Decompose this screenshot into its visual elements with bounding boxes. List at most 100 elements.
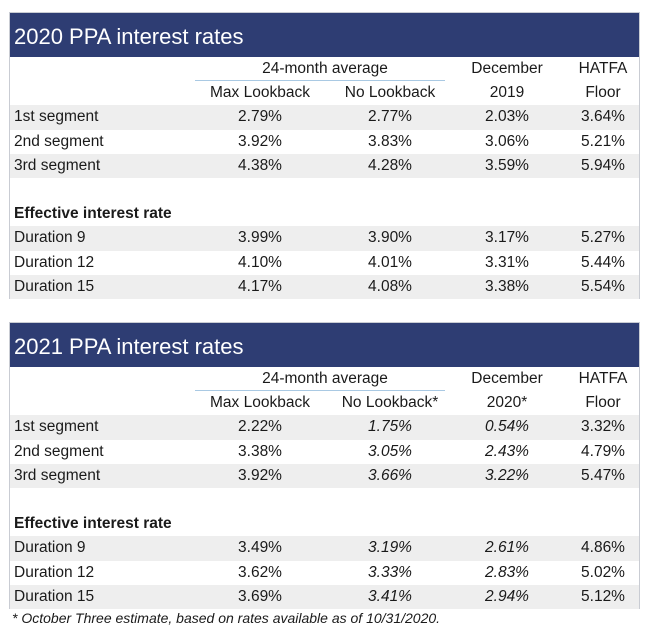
header-december: December <box>471 60 543 77</box>
cell-hatfa-floor: 5.27% <box>581 229 625 247</box>
table-row: 3rd segment 3.92% 3.66% 3.22% 5.47% <box>10 463 639 488</box>
header-24-month-average: 24-month average <box>262 370 388 387</box>
cell-no-lookback: 3.41% <box>368 587 412 605</box>
table-title: 2021 PPA interest rates <box>10 323 639 367</box>
cell-max-lookback: 2.79% <box>238 108 282 126</box>
cell-no-lookback: 1.75% <box>368 418 412 436</box>
cell-max-lookback: 3.49% <box>238 539 282 557</box>
cell-max-lookback: 2.22% <box>238 418 282 436</box>
table-row: Duration 9 3.99% 3.90% 3.17% 5.27% <box>10 226 639 251</box>
table-2020: 2020 PPA interest rates 24-month average… <box>9 12 640 299</box>
header-no-lookback: No Lookback <box>344 84 436 102</box>
cell-no-lookback: 4.08% <box>368 277 412 295</box>
row-label: Duration 15 <box>14 277 95 295</box>
cell-december: 3.22% <box>485 466 529 484</box>
header-underline <box>195 80 445 81</box>
section-heading: Effective interest rate <box>14 205 172 223</box>
cell-no-lookback: 3.19% <box>368 539 412 557</box>
table-row: 1st segment 2.22% 1.75% 0.54% 3.32% <box>10 415 639 440</box>
cell-december: 3.38% <box>485 277 529 295</box>
header-hatfa: HATFA <box>578 60 628 77</box>
table-row: Duration 12 3.62% 3.33% 2.83% 5.02% <box>10 561 639 585</box>
cell-max-lookback: 3.69% <box>238 587 282 605</box>
header-row-top: 24-month average December HATFA <box>10 57 639 81</box>
cell-no-lookback: 4.28% <box>368 156 412 174</box>
row-label: Duration 12 <box>14 563 95 581</box>
cell-max-lookback: 3.99% <box>238 229 282 247</box>
cell-hatfa-floor: 5.44% <box>581 253 625 271</box>
table-row: 2nd segment 3.92% 3.83% 3.06% 5.21% <box>10 130 639 154</box>
table-row: 1st segment 2.79% 2.77% 2.03% 3.64% <box>10 105 639 130</box>
table-row: Duration 9 3.49% 3.19% 2.61% 4.86% <box>10 536 639 561</box>
cell-no-lookback: 3.90% <box>368 229 412 247</box>
section-heading-row: Effective interest rate <box>10 202 639 226</box>
cell-december: 0.54% <box>485 418 529 436</box>
cell-december: 3.31% <box>485 253 529 271</box>
cell-december: 2.43% <box>485 442 529 460</box>
row-label: 2nd segment <box>14 442 104 460</box>
table-row: 3rd segment 4.38% 4.28% 3.59% 5.94% <box>10 153 639 178</box>
header-no-lookback: No Lookback* <box>341 394 439 412</box>
cell-max-lookback: 3.38% <box>238 442 282 460</box>
cell-hatfa-floor: 4.79% <box>581 442 625 460</box>
header-december-year: 2019 <box>489 84 525 102</box>
cell-december: 2.03% <box>485 108 529 126</box>
cell-hatfa-floor: 5.47% <box>581 466 625 484</box>
row-label: Duration 15 <box>14 587 95 605</box>
header-row-bottom: Max Lookback No Lookback 2019 Floor <box>10 81 639 105</box>
cell-hatfa-floor: 4.86% <box>581 539 625 557</box>
cell-hatfa-floor: 5.02% <box>581 563 625 581</box>
cell-max-lookback: 4.38% <box>238 156 282 174</box>
header-floor: Floor <box>585 84 621 102</box>
cell-hatfa-floor: 3.32% <box>581 418 625 436</box>
row-label: 1st segment <box>14 108 99 126</box>
spacer-row <box>10 488 639 512</box>
table-title: 2020 PPA interest rates <box>10 13 639 57</box>
cell-december: 2.83% <box>485 563 529 581</box>
cell-max-lookback: 4.17% <box>238 277 282 295</box>
cell-no-lookback: 3.33% <box>368 563 412 581</box>
header-max-lookback: Max Lookback <box>210 394 310 412</box>
header-floor: Floor <box>585 394 621 412</box>
row-label: 1st segment <box>14 418 99 436</box>
cell-max-lookback: 3.62% <box>238 563 282 581</box>
footnote: * October Three estimate, based on rates… <box>12 610 441 626</box>
section-heading-row: Effective interest rate <box>10 512 639 536</box>
table-row: Duration 15 4.17% 4.08% 3.38% 5.54% <box>10 274 639 299</box>
cell-hatfa-floor: 3.64% <box>581 108 625 126</box>
cell-hatfa-floor: 5.94% <box>581 156 625 174</box>
cell-hatfa-floor: 5.21% <box>581 132 625 150</box>
header-december: December <box>471 370 543 387</box>
row-label: 2nd segment <box>14 132 104 150</box>
row-label: Duration 12 <box>14 253 95 271</box>
table-2021: 2021 PPA interest rates 24-month average… <box>9 322 640 609</box>
cell-no-lookback: 3.05% <box>368 442 412 460</box>
cell-december: 3.06% <box>485 132 529 150</box>
row-label: 3rd segment <box>14 156 101 174</box>
table-row: Duration 12 4.10% 4.01% 3.31% 5.44% <box>10 251 639 275</box>
header-24-month-average: 24-month average <box>262 60 388 77</box>
cell-december: 3.17% <box>485 229 529 247</box>
row-label: 3rd segment <box>14 466 101 484</box>
header-underline <box>195 390 445 391</box>
cell-max-lookback: 3.92% <box>238 466 282 484</box>
cell-december: 2.61% <box>485 539 529 557</box>
table-row: Duration 15 3.69% 3.41% 2.94% 5.12% <box>10 584 639 609</box>
header-december-year: 2020* <box>486 394 528 412</box>
section-heading: Effective interest rate <box>14 515 172 533</box>
cell-no-lookback: 4.01% <box>368 253 412 271</box>
cell-december: 2.94% <box>485 587 529 605</box>
header-row-top: 24-month average December HATFA <box>10 367 639 391</box>
cell-no-lookback: 3.83% <box>368 132 412 150</box>
cell-hatfa-floor: 5.54% <box>581 277 625 295</box>
cell-hatfa-floor: 5.12% <box>581 587 625 605</box>
cell-max-lookback: 4.10% <box>238 253 282 271</box>
spacer-row <box>10 178 639 202</box>
row-label: Duration 9 <box>14 539 86 557</box>
cell-no-lookback: 2.77% <box>368 108 412 126</box>
header-row-bottom: Max Lookback No Lookback* 2020* Floor <box>10 391 639 415</box>
header-hatfa: HATFA <box>578 370 628 387</box>
cell-max-lookback: 3.92% <box>238 132 282 150</box>
table-row: 2nd segment 3.38% 3.05% 2.43% 4.79% <box>10 440 639 464</box>
header-max-lookback: Max Lookback <box>210 84 310 102</box>
